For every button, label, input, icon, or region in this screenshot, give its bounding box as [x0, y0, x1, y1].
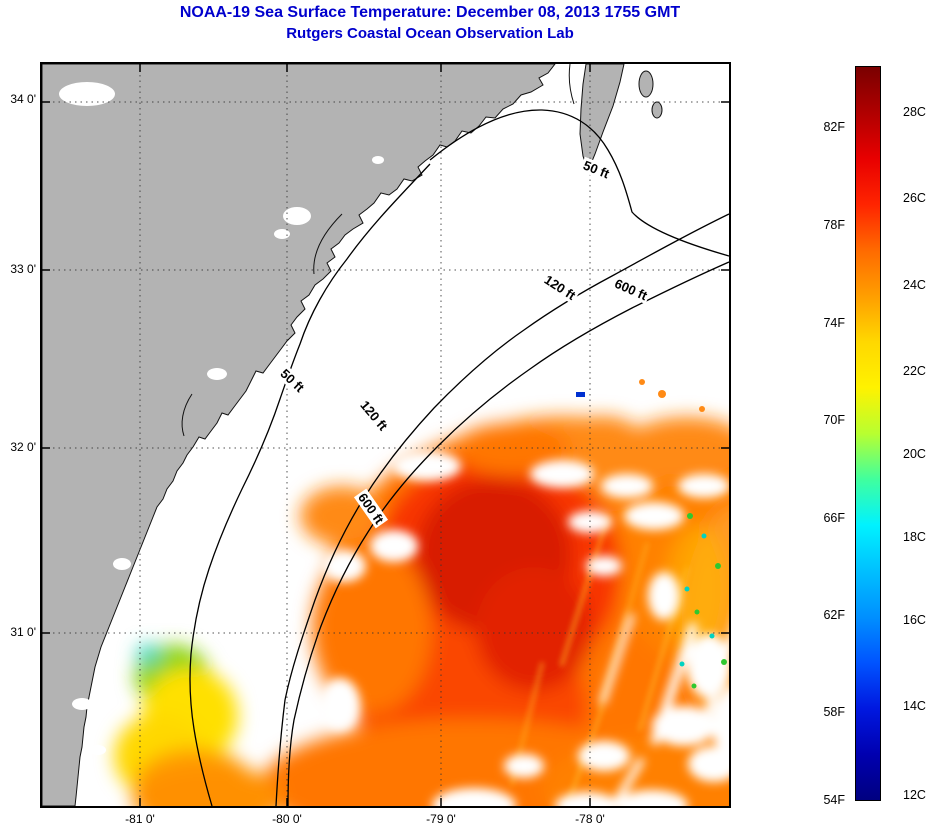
- contour-600ft: [287, 261, 729, 806]
- colorbar-celsius-label: 28C: [903, 105, 926, 120]
- colorbar-celsius-label: 12C: [903, 787, 926, 802]
- colorbar-fahrenheit-label: 70F: [823, 413, 845, 427]
- colorbar-celsius-label: 22C: [903, 363, 926, 378]
- coastline: [42, 64, 556, 806]
- x-axis-tick-label: -79 0': [426, 812, 456, 826]
- barrier-island: [651, 101, 663, 119]
- depth-contour-lines: [189, 109, 729, 806]
- axis-ticks: [42, 64, 729, 806]
- colorbar-celsius-label: 24C: [903, 277, 926, 292]
- land-cloud-patches: [59, 82, 384, 755]
- colorbar-celsius-label: 14C: [903, 698, 926, 713]
- colorbar-fahrenheit-label: 82F: [823, 119, 845, 134]
- plot-header: NOAA-19 Sea Surface Temperature: Decembe…: [0, 2, 860, 44]
- colorbar-fahrenheit-label: 74F: [823, 315, 845, 330]
- x-axis-tick-label: -81 0': [125, 812, 155, 826]
- colorbar-fahrenheit-label: 66F: [823, 510, 845, 525]
- cold-speck: [576, 392, 585, 397]
- colorbar-celsius-label: 20C: [903, 446, 926, 461]
- y-axis-tick-label: 32 0': [10, 440, 36, 454]
- colorbar-fahrenheit-label: 62F: [823, 607, 845, 622]
- colorbar-celsius-label: 26C: [903, 191, 926, 206]
- grid-lines: [42, 64, 729, 806]
- temperature-specks: [576, 379, 727, 689]
- barrier-island: [638, 70, 654, 98]
- river-lines: [181, 64, 575, 437]
- colorbar-fahrenheit-label: 54F: [823, 793, 845, 807]
- y-axis-tick-label: 33 0': [10, 262, 36, 276]
- colorbar-fahrenheit-label: 58F: [823, 704, 845, 719]
- contour-120ft: [275, 213, 729, 806]
- contour-50ft-coastal: [189, 163, 431, 806]
- y-axis-tick-label: 34 0': [10, 92, 36, 106]
- cloud-gaps: [320, 451, 729, 806]
- plot-title: NOAA-19 Sea Surface Temperature: Decembe…: [179, 4, 681, 21]
- land-mass: [42, 64, 663, 806]
- colorbar-fahrenheit-label: 78F: [823, 218, 845, 233]
- y-axis-tick-label: 31 0': [10, 625, 36, 639]
- plot-subtitle: Rutgers Coastal Ocean Observation Lab: [286, 25, 574, 42]
- x-axis-tick-label: -78 0': [575, 812, 605, 826]
- colorbar-celsius-label: 18C: [903, 529, 926, 544]
- sst-map-plot: [40, 62, 731, 808]
- colorbar-celsius-label: 16C: [903, 612, 926, 627]
- contour-50ft-cape: [429, 109, 729, 257]
- map-canvas: [42, 64, 729, 806]
- x-axis-tick-label: -80 0': [272, 812, 302, 826]
- temperature-colorbar: [855, 66, 881, 801]
